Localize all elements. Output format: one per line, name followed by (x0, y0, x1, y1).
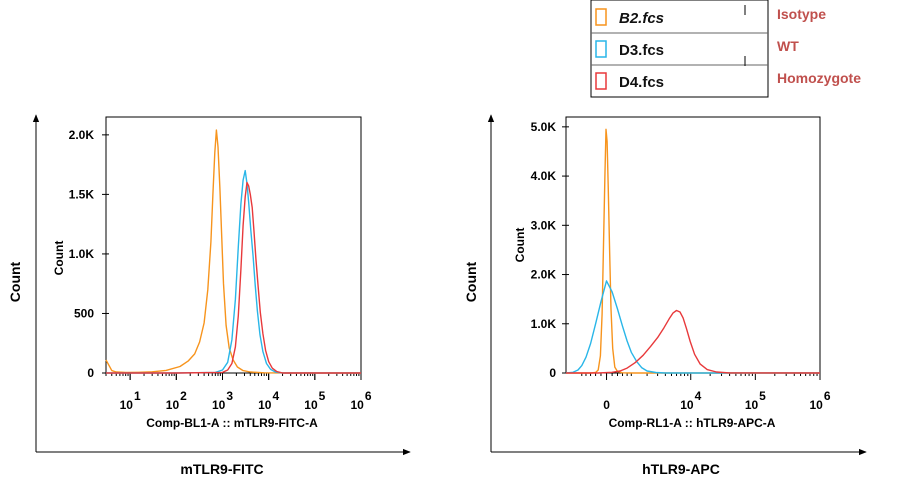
legend-group-label: Homozygote (777, 70, 861, 86)
y-tick-label: 1.5K (69, 187, 95, 201)
x-tick-exponent: 4 (695, 389, 702, 403)
y-axis-label: Count (513, 228, 527, 263)
legend-file-label: D4.fcs (619, 74, 664, 91)
legend-box (590, 0, 769, 98)
x-tick-label: 106 (809, 389, 830, 412)
legend-swatch (595, 40, 607, 58)
y-tick-label: 1.0K (531, 317, 557, 331)
x-tick-label: 106 (350, 389, 371, 412)
legend-swatch (595, 8, 607, 26)
x-tick-exponent: 2 (180, 389, 187, 403)
y-tick-label: 2.0K (69, 128, 95, 142)
plot-frame (565, 116, 821, 374)
series-line-d4 (566, 309, 821, 374)
outer-y-label: Count (463, 261, 479, 302)
x-tick-label: 105 (304, 389, 325, 412)
series-line-d3 (565, 280, 820, 374)
x-tick-label: 104 (258, 389, 279, 412)
plot-frame (105, 116, 362, 374)
y-tick-label: 3.0K (531, 218, 557, 232)
outer-x-label: mTLR9-FITC (180, 461, 263, 477)
x-tick-label: 103 (212, 389, 233, 412)
legend: B2.fcs Isotype D3.fcs WT D4.fcs Homozygote (590, 0, 861, 98)
legend-file-label: B2.fcs (619, 10, 664, 27)
legend-group-label: WT (777, 38, 799, 54)
x-tick-label: 104 (680, 389, 701, 412)
y-tick-label: 1.0K (69, 247, 95, 261)
x-axis-label: Comp-BL1-A :: mTLR9-FITC-A (146, 416, 318, 430)
y-tick-label: 0 (87, 366, 94, 380)
x-tick-label: 105 (745, 389, 766, 412)
series-line-d4 (106, 181, 361, 374)
x-tick-exponent: 3 (226, 389, 233, 403)
chart-mtlr9-fitc: Count mTLR9-FITC Count Comp-BL1-A :: mTL… (7, 114, 411, 477)
chart-htlr9-apc: Count hTLR9-APC Count Comp-RL1-A :: hTLR… (463, 114, 867, 477)
legend-group-label: Isotype (777, 6, 826, 22)
y-tick-label: 4.0K (531, 169, 557, 183)
legend-swatch (595, 72, 607, 90)
y-tick-label: 2.0K (531, 268, 557, 282)
x-tick-exponent: 5 (319, 389, 326, 403)
outer-x-label: hTLR9-APC (642, 461, 720, 477)
plot-area: 0 500 1.0K 1.5K 2.0K 101 102 103 104 105 106 (69, 116, 372, 412)
x-axis-label: Comp-RL1-A :: hTLR9-APC-A (609, 416, 776, 430)
x-tick-label: 0 (603, 398, 610, 412)
plot-area: 0 1.0K 2.0K 3.0K 4.0K 5.0K 0 104 105 106 (531, 116, 831, 412)
series-line-d3 (106, 169, 361, 374)
x-tick-label: 102 (166, 389, 187, 412)
y-axis-label: Count (52, 241, 66, 276)
legend-file-label: D3.fcs (619, 42, 664, 59)
y-tick-label: 5.0K (531, 120, 557, 134)
x-tick-exponent: 1 (134, 389, 141, 403)
y-tick-label: 500 (74, 306, 94, 320)
outer-y-label: Count (7, 261, 23, 302)
y-tick-label: 0 (549, 366, 556, 380)
series-line-b2 (105, 129, 361, 374)
x-tick-exponent: 6 (365, 389, 372, 403)
x-tick-exponent: 4 (272, 389, 279, 403)
x-tick-exponent: 6 (824, 389, 831, 403)
x-tick-label: 101 (120, 389, 141, 412)
x-tick-exponent: 5 (759, 389, 766, 403)
